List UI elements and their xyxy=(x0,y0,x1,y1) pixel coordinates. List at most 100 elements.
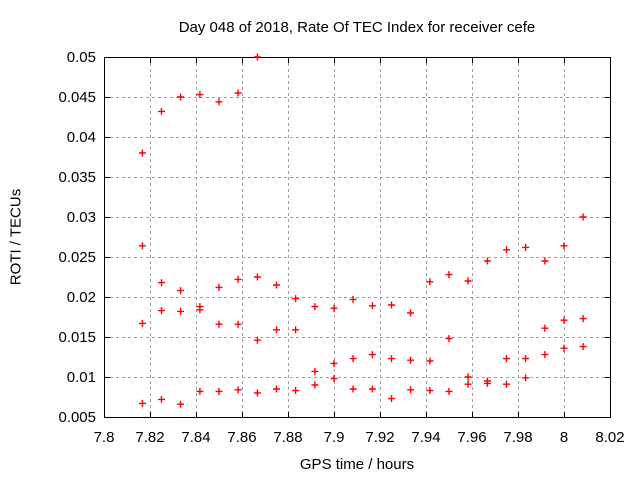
data-point-marker xyxy=(138,242,146,250)
data-point-marker xyxy=(368,351,376,359)
data-point-marker xyxy=(560,242,568,250)
data-point-marker xyxy=(158,395,165,403)
x-tick-label: 7.94 xyxy=(411,429,440,446)
data-point-marker xyxy=(464,373,472,381)
data-point-marker xyxy=(464,277,472,285)
data-point-marker xyxy=(426,278,434,286)
data-point-marker xyxy=(522,374,530,382)
data-point-marker xyxy=(426,357,434,365)
data-point-marker xyxy=(560,316,568,324)
data-point-marker xyxy=(196,306,204,314)
y-tick-label: 0.05 xyxy=(67,49,96,66)
grid-lines xyxy=(104,57,610,417)
data-point-marker xyxy=(522,355,530,363)
x-axis-label: GPS time / hours xyxy=(299,456,415,473)
data-point-marker xyxy=(503,380,510,388)
y-tick-label: 0.045 xyxy=(58,89,96,106)
data-point-marker xyxy=(349,295,357,303)
data-point-marker xyxy=(368,385,376,393)
y-tick-labels: 0.005 0.01 0.015 0.02 0.025 0.03 0.035 0.04 0.04… xyxy=(58,49,96,426)
x-tick-label: 7.9 xyxy=(324,429,345,446)
data-point-marker xyxy=(503,355,510,363)
x-tick-labels: 7.8 7.82 7.84 7.86 7.88 7.9 7.92 7.94 7.96 7.98 8 8… xyxy=(94,429,625,446)
y-tick-label: 0.04 xyxy=(67,129,96,146)
data-point-marker xyxy=(503,246,510,254)
data-point-marker xyxy=(541,324,549,332)
y-tick-label: 0.02 xyxy=(67,289,96,306)
data-point-marker xyxy=(177,307,185,315)
data-point-marker xyxy=(234,386,242,394)
x-tick-label: 7.8 xyxy=(94,429,115,446)
y-tick-label: 0.025 xyxy=(58,249,96,266)
x-tick-label: 7.86 xyxy=(227,429,256,446)
data-point-marker xyxy=(426,387,434,395)
data-point-marker xyxy=(253,389,261,397)
data-point-marker xyxy=(445,387,453,395)
data-point-marker xyxy=(483,257,491,265)
data-point-marker xyxy=(196,91,204,99)
data-point-marker xyxy=(138,149,146,157)
data-point-marker xyxy=(541,351,549,359)
data-point-marker xyxy=(253,53,261,61)
y-tick-label: 0.01 xyxy=(67,369,96,386)
data-point-marker xyxy=(407,309,415,317)
data-point-marker xyxy=(579,315,587,323)
y-tick-label: 0.03 xyxy=(67,209,96,226)
data-point-marker xyxy=(215,387,223,395)
data-point-marker xyxy=(292,295,300,303)
data-point-marker xyxy=(253,336,261,344)
data-point-marker xyxy=(311,367,319,375)
data-point-marker xyxy=(138,399,146,407)
data-point-marker xyxy=(541,257,549,265)
data-point-marker xyxy=(349,385,357,393)
data-point-marker xyxy=(215,320,223,328)
data-point-marker xyxy=(234,320,242,328)
x-tick-label: 8 xyxy=(560,429,568,446)
chart-title: Day 048 of 2018, Rate Of TEC Index for r… xyxy=(178,19,536,36)
data-point-marker xyxy=(445,271,453,279)
data-point-marker xyxy=(234,89,242,97)
data-point-marker xyxy=(388,301,395,309)
data-point-marker xyxy=(292,326,300,334)
data-point-marker xyxy=(407,386,415,394)
data-point-marker xyxy=(158,307,165,315)
data-point-marker xyxy=(330,304,338,312)
x-tick-label: 7.96 xyxy=(457,429,486,446)
data-point-marker xyxy=(388,355,395,363)
y-tick-label: 0.035 xyxy=(58,169,96,186)
data-point-marker xyxy=(330,375,338,383)
data-points xyxy=(138,53,587,408)
data-point-marker xyxy=(177,93,185,101)
data-point-marker xyxy=(196,387,204,395)
data-point-marker xyxy=(407,356,415,364)
x-tick-label: 7.92 xyxy=(365,429,394,446)
data-point-marker xyxy=(158,107,165,115)
data-point-marker xyxy=(368,302,376,310)
data-point-marker xyxy=(234,275,242,283)
data-point-marker xyxy=(388,395,395,403)
x-tick-label: 8.02 xyxy=(595,429,624,446)
x-tick-label: 7.88 xyxy=(273,429,302,446)
data-point-marker xyxy=(579,343,587,351)
data-point-marker xyxy=(273,281,280,289)
data-point-marker xyxy=(292,387,300,395)
data-point-marker xyxy=(464,380,472,388)
data-point-marker xyxy=(311,381,319,389)
data-point-marker xyxy=(483,379,491,387)
data-point-marker xyxy=(522,243,530,251)
axes-border xyxy=(104,57,611,418)
data-point-marker xyxy=(273,385,280,393)
data-point-marker xyxy=(215,98,223,106)
data-point-marker xyxy=(138,319,146,327)
y-axis-label: ROTI / TECUs xyxy=(7,188,25,286)
y-tick-label: 0.015 xyxy=(58,329,96,346)
y-tick-label: 0.005 xyxy=(58,409,96,426)
data-point-marker xyxy=(579,213,587,221)
data-point-marker xyxy=(330,359,338,367)
x-tick-label: 7.82 xyxy=(135,429,164,446)
data-point-marker xyxy=(311,303,319,311)
data-point-marker xyxy=(215,283,223,291)
x-tick-label: 7.98 xyxy=(503,429,532,446)
